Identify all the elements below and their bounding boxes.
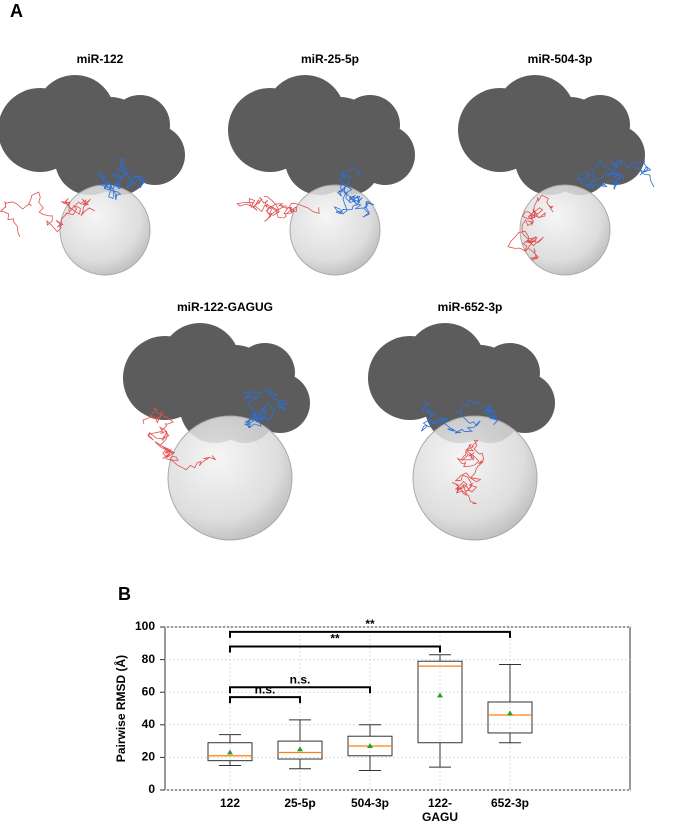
- rna-red: [0, 191, 96, 237]
- y-tick-label: 100: [135, 619, 155, 633]
- rna-red: [236, 195, 320, 222]
- x-tick-label: 504-3p: [350, 796, 390, 810]
- molecule-render: [228, 75, 415, 276]
- rna-blue: [242, 387, 290, 429]
- box: [207, 742, 253, 762]
- molecule-render: [458, 75, 655, 276]
- mean-marker: [367, 742, 373, 748]
- rna-blue: [576, 157, 655, 190]
- molecule-render: [0, 75, 185, 276]
- sphere: [289, 184, 381, 276]
- significance-bracket: [229, 645, 441, 653]
- x-tick-label: 652-3p: [490, 796, 530, 810]
- significance-label: n.s.: [290, 672, 311, 686]
- x-tick-label: 122: [219, 796, 241, 810]
- sphere: [519, 184, 611, 276]
- box: [277, 740, 323, 760]
- box: [417, 660, 463, 744]
- molecule-render: [123, 323, 310, 541]
- rna-red: [451, 439, 485, 505]
- panel-letter: B: [118, 584, 131, 604]
- mean-marker: [437, 692, 443, 698]
- rna-blue: [421, 399, 500, 434]
- sphere: [59, 184, 151, 276]
- significance-label: n.s.: [255, 682, 276, 696]
- y-tick-label: 40: [142, 717, 156, 731]
- molecule-render: [368, 323, 555, 541]
- panel-title: miR-122-GAGUG: [177, 300, 273, 314]
- significance-bracket: [229, 696, 301, 704]
- ribosome-surface: [320, 135, 380, 195]
- y-tick-label: 20: [142, 750, 156, 764]
- mean-marker: [227, 749, 233, 755]
- panel-title: miR-122: [77, 52, 124, 66]
- significance-label: **: [330, 632, 340, 646]
- panel-letter: A: [10, 1, 23, 21]
- x-tick-label: 122-GAGUG: [422, 796, 458, 824]
- sphere: [167, 415, 293, 541]
- y-axis-label: Pairwise RMSD (Å): [113, 655, 128, 762]
- y-tick-label: 0: [148, 782, 155, 796]
- rna-red: [142, 407, 217, 471]
- panel-title: miR-504-3p: [528, 52, 593, 66]
- mean-marker: [507, 710, 513, 716]
- rna-blue: [96, 158, 148, 201]
- rna-blue: [333, 168, 375, 218]
- panel-title: miR-652-3p: [438, 300, 503, 314]
- significance-bracket: [229, 686, 371, 694]
- x-tick-label: 25-5p: [284, 796, 316, 810]
- rna-red: [507, 194, 554, 261]
- y-tick-label: 60: [142, 684, 156, 698]
- panel-title: miR-25-5p: [301, 52, 359, 66]
- box: [487, 701, 533, 734]
- significance-bracket: [229, 630, 511, 638]
- significance-label: **: [365, 617, 375, 631]
- mean-marker: [297, 746, 303, 752]
- ribosome-surface: [550, 135, 610, 195]
- y-tick-label: 80: [142, 652, 156, 666]
